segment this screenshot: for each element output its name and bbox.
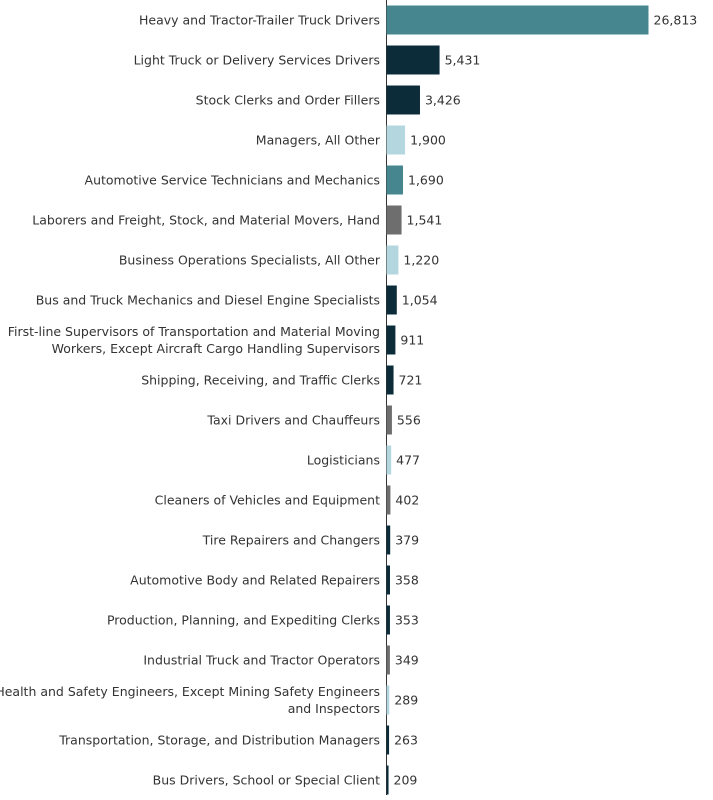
bar [386, 445, 392, 475]
category-label: and Inspectors [288, 701, 380, 716]
category-label: Logisticians [307, 453, 380, 468]
data-label: 289 [394, 693, 418, 708]
category-label: Bus Drivers, School or Special Client [153, 773, 380, 788]
data-label: 1,541 [407, 213, 443, 228]
data-label: 263 [394, 733, 418, 748]
data-label: 1,690 [408, 173, 444, 188]
category-label: Shipping, Receiving, and Traffic Clerks [141, 373, 380, 388]
category-label: Industrial Truck and Tractor Operators [143, 653, 380, 668]
data-label: 402 [395, 493, 419, 508]
bar [386, 245, 399, 275]
category-label: First-line Supervisors of Transportation… [8, 324, 380, 339]
data-label: 209 [394, 773, 418, 788]
data-label: 26,813 [654, 13, 698, 28]
data-label: 1,054 [402, 293, 438, 308]
bar [386, 125, 406, 155]
category-label: Stock Clerks and Order Fillers [196, 93, 380, 108]
bar [386, 565, 390, 595]
data-label: 1,900 [410, 133, 446, 148]
bar [386, 365, 394, 395]
bar [386, 45, 440, 75]
data-label: 353 [395, 613, 419, 628]
data-label: 358 [395, 573, 419, 588]
bar [386, 85, 420, 115]
category-label: Business Operations Specialists, All Oth… [119, 253, 381, 268]
category-label: Heavy and Tractor-Trailer Truck Drivers [139, 13, 380, 28]
bar [386, 645, 390, 675]
category-label: Automotive Service Technicians and Mecha… [85, 173, 380, 188]
bar [386, 765, 389, 795]
data-label: 349 [395, 653, 419, 668]
data-label: 379 [395, 533, 419, 548]
category-label: Bus and Truck Mechanics and Diesel Engin… [36, 293, 380, 308]
category-label: Tire Repairers and Changers [202, 533, 380, 548]
bar [386, 405, 392, 435]
data-label: 477 [396, 453, 420, 468]
data-label: 911 [400, 333, 424, 348]
category-label: Laborers and Freight, Stock, and Materia… [32, 213, 380, 228]
category-label: Taxi Drivers and Chauffeurs [206, 413, 380, 428]
data-label: 721 [399, 373, 423, 388]
bar [386, 725, 390, 755]
data-label: 556 [397, 413, 421, 428]
category-label: Health and Safety Engineers, Except Mini… [0, 684, 380, 699]
category-label: Managers, All Other [256, 133, 381, 148]
bar [386, 685, 390, 715]
bar [386, 285, 397, 315]
bar [386, 5, 649, 35]
category-label: Cleaners of Vehicles and Equipment [155, 493, 380, 508]
data-label: 1,220 [403, 253, 439, 268]
category-label: Transportation, Storage, and Distributio… [58, 733, 380, 748]
data-label: 5,431 [445, 53, 481, 68]
bar [386, 205, 402, 235]
bar [386, 525, 391, 555]
bar [386, 165, 404, 195]
category-label: Production, Planning, and Expediting Cle… [107, 613, 380, 628]
category-label: Automotive Body and Related Repairers [130, 573, 380, 588]
bar [386, 605, 390, 635]
bar [386, 485, 391, 515]
bar [386, 325, 396, 355]
category-label: Light Truck or Delivery Services Drivers [134, 53, 380, 68]
data-label: 3,426 [425, 93, 461, 108]
category-label: Workers, Except Aircraft Cargo Handling … [52, 341, 380, 356]
